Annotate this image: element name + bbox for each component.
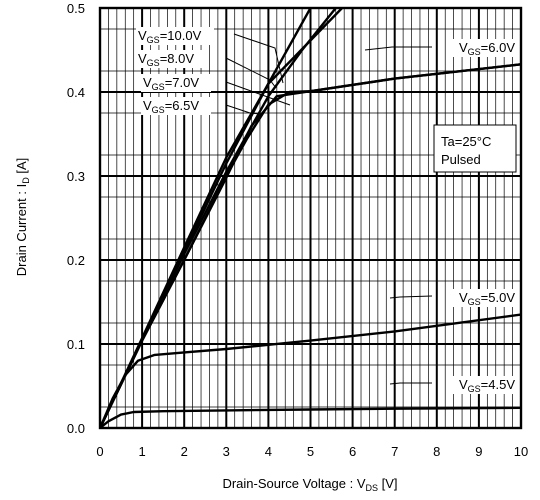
plot-frame — [98, 6, 523, 430]
series-label-post-4: =6.0V — [481, 40, 516, 55]
series-label-pre-5: V — [459, 290, 468, 305]
series-label-post-2: =7.0V — [165, 75, 200, 90]
series-label-leader-4 — [364, 46, 432, 51]
series-label-leader-5 — [389, 295, 433, 299]
y-tick-label: 0.3 — [67, 169, 85, 184]
series-label-pre-2: V — [143, 75, 152, 90]
x-tick-label: 0 — [96, 444, 103, 459]
y-tick-label: 0.0 — [67, 421, 85, 436]
x-tick-label: 1 — [138, 444, 145, 459]
series-line-4 — [100, 63, 521, 428]
y-tick-label: 0.4 — [67, 85, 85, 100]
x-tick-label: 2 — [181, 444, 188, 459]
series-label-bg-5 — [447, 289, 517, 307]
x-tick-label: 6 — [349, 444, 356, 459]
frame-layer — [98, 6, 523, 430]
series-label-post-1: =8.0V — [160, 51, 195, 66]
label-layer: VGS=10.0VVGS=8.0VVGS=7.0VVGS=6.5VVGS=6.0… — [136, 27, 517, 394]
series-label-sub-0: GS — [147, 35, 160, 45]
x-axis-title-main: Drain-Source Voltage : V — [222, 476, 365, 491]
series-label-leader-3 — [225, 104, 261, 115]
tick-layer: 0 1 2 3 4 5 6 7 8 9 10 0.0 0.1 0.2 0.3 0.4 0.5 — [67, 1, 528, 459]
y-tick-label: 0.5 — [67, 1, 85, 16]
series-label-5: VGS=5.0V — [459, 290, 515, 307]
series-label-leader-0 — [233, 33, 284, 84]
y-axis-title-sub: D — [21, 177, 31, 184]
series-label-pre-4: V — [459, 40, 468, 55]
series-label-pre-3: V — [143, 98, 152, 113]
series-label-sub-4: GS — [468, 47, 481, 57]
series-label-6: VGS=4.5V — [459, 377, 515, 394]
x-tick-label: 7 — [391, 444, 398, 459]
series-label-0: VGS=10.0V — [138, 28, 202, 45]
series-label-1: VGS=8.0V — [138, 51, 194, 68]
x-tick-label: 5 — [307, 444, 314, 459]
series-label-3: VGS=6.5V — [143, 98, 199, 115]
series-label-sub-3: GS — [152, 105, 165, 115]
series-line-5 — [100, 313, 521, 428]
y-axis-title-unit: [A] — [14, 158, 29, 178]
y-tick-label: 0.1 — [67, 337, 85, 352]
series-label-leader-6 — [389, 382, 432, 385]
series-label-bg-6 — [447, 376, 517, 394]
series-label-4: VGS=6.0V — [459, 40, 515, 57]
series-label-2: VGS=7.0V — [143, 75, 199, 92]
series-label-sub-1: GS — [147, 58, 160, 68]
leader-layer — [225, 33, 433, 385]
series-label-sub-5: GS — [468, 297, 481, 307]
conditions-box: Ta=25°C Pulsed — [433, 124, 517, 173]
series-label-post-3: =6.5V — [165, 98, 200, 113]
conditions-pulsed: Pulsed — [441, 152, 481, 167]
series-label-post-0: =10.0V — [160, 28, 202, 43]
y-axis-title: Drain Current : ID [A] — [14, 158, 31, 277]
series-label-pre-1: V — [138, 51, 147, 66]
x-tick-label: 3 — [223, 444, 230, 459]
series-label-sub-2: GS — [152, 82, 165, 92]
series-label-leader-1 — [225, 57, 277, 89]
x-tick-label: 10 — [514, 444, 528, 459]
x-axis-title: Drain-Source Voltage : VDS [V] — [222, 476, 397, 493]
x-axis-title-unit: [V] — [378, 476, 398, 491]
series-label-bg-3 — [141, 97, 211, 115]
series-label-bg-0 — [136, 27, 214, 45]
series-label-sub-6: GS — [468, 384, 481, 394]
series-label-pre-6: V — [459, 377, 468, 392]
series-label-bg-4 — [447, 39, 517, 57]
series-line-6 — [100, 406, 521, 428]
series-label-leader-2 — [225, 81, 291, 106]
series-label-bg-2 — [141, 74, 211, 92]
x-tick-label: 8 — [433, 444, 440, 459]
conditions-temperature: Ta=25°C — [441, 134, 491, 149]
x-axis-title-sub: DS — [366, 483, 379, 493]
y-axis-title-main: Drain Current : I — [14, 184, 29, 276]
series-label-post-5: =5.0V — [481, 290, 516, 305]
x-tick-label: 9 — [475, 444, 482, 459]
series-label-post-6: =4.5V — [481, 377, 516, 392]
y-tick-label: 0.2 — [67, 253, 85, 268]
x-tick-label: 4 — [265, 444, 272, 459]
series-label-bg-1 — [136, 50, 206, 68]
series-label-pre-0: V — [138, 28, 147, 43]
